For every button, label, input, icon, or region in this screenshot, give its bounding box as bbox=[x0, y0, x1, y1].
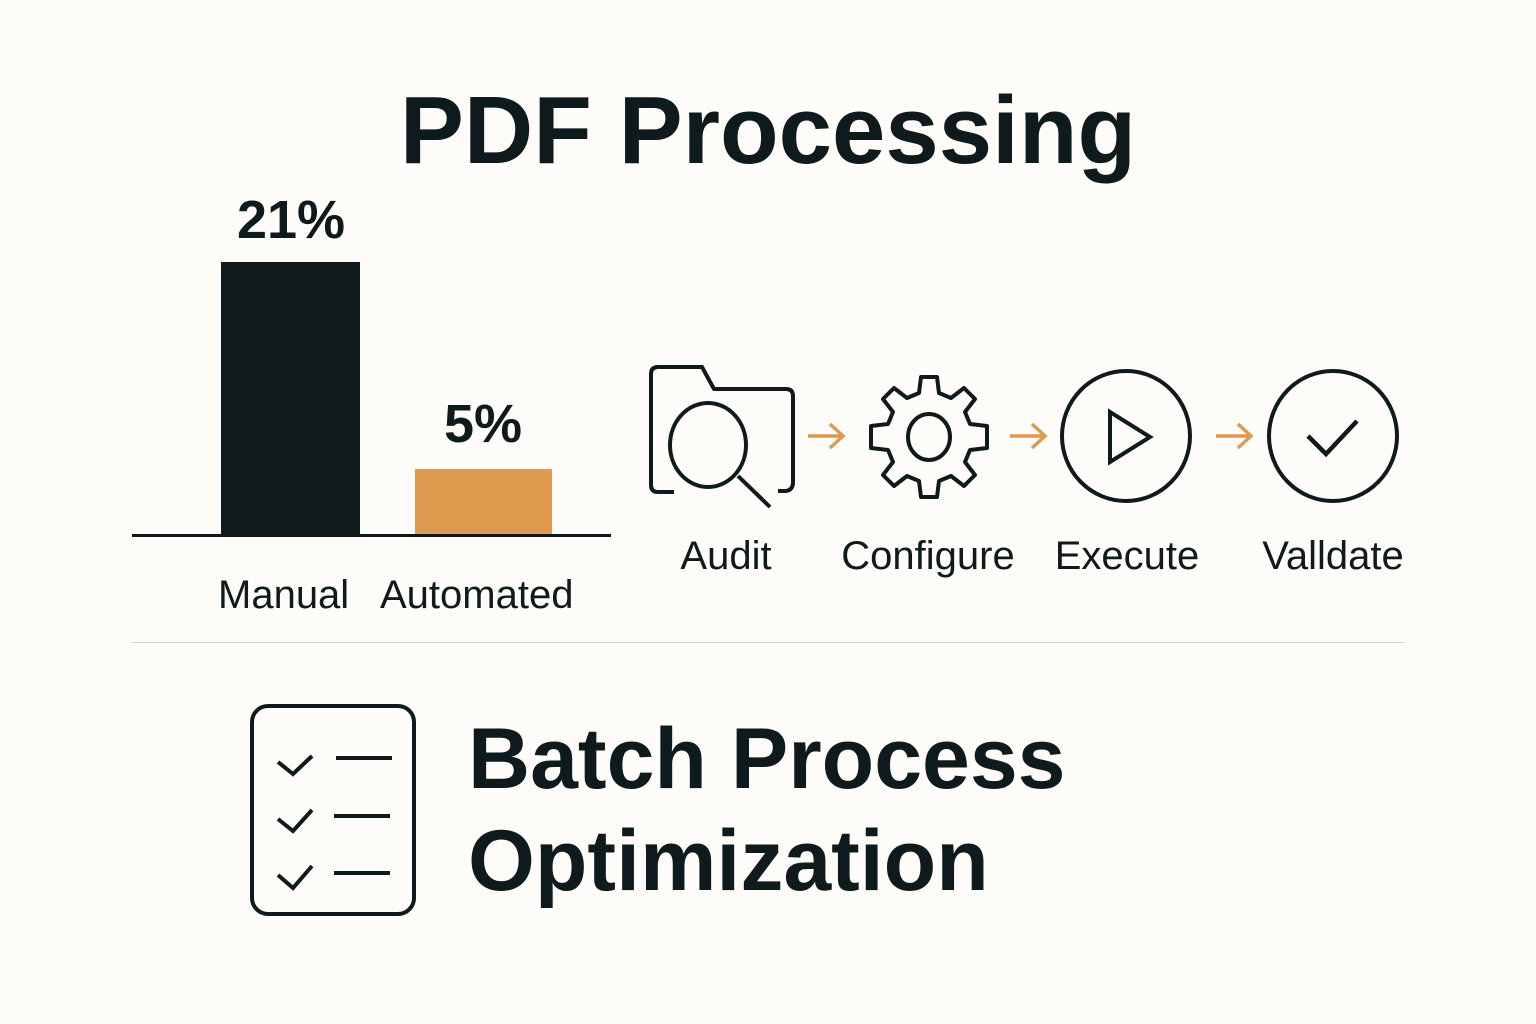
step-label-validate: Valldate bbox=[1262, 534, 1404, 578]
category-label-automated: Automated bbox=[380, 573, 574, 617]
step-label-configure: Configure bbox=[841, 534, 1015, 578]
section-divider bbox=[132, 642, 1404, 643]
arrow-right-icon bbox=[1010, 422, 1048, 450]
checklist-icon bbox=[250, 704, 416, 916]
page-title: PDF Processing bbox=[399, 77, 1137, 184]
bar-value-label-automated: 5% bbox=[443, 394, 523, 454]
chart-baseline bbox=[132, 534, 611, 537]
folder-search-icon bbox=[649, 365, 795, 509]
bar-automated bbox=[415, 469, 552, 535]
step-label-audit: Audit bbox=[680, 534, 772, 578]
subtitle: Batch Process Optimization bbox=[468, 708, 1066, 912]
arrow-right-icon bbox=[1216, 422, 1254, 450]
gear-icon bbox=[869, 375, 989, 499]
bar-manual bbox=[221, 262, 360, 535]
check-circle-icon bbox=[1267, 369, 1399, 503]
category-label-manual: Manual bbox=[218, 573, 350, 617]
bar-value-label-manual: 21% bbox=[236, 190, 346, 250]
step-label-execute: Execute bbox=[1054, 534, 1200, 578]
arrow-right-icon bbox=[808, 422, 846, 450]
subtitle-line-1: Batch Process bbox=[468, 711, 1066, 807]
play-circle-icon bbox=[1060, 369, 1192, 503]
subtitle-line-2: Optimization bbox=[468, 813, 989, 909]
